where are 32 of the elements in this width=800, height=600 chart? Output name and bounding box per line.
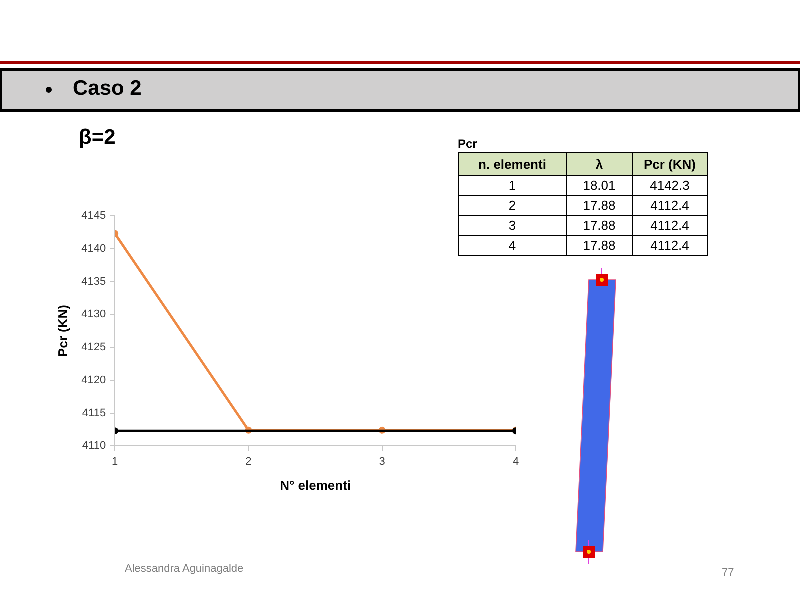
y-tick-label: 4115	[82, 407, 106, 420]
x-tick-label: λ	[566, 152, 632, 176]
y-tick-label: 4135	[82, 276, 106, 288]
y-tick-label: 4125	[82, 342, 106, 354]
x-tick-label: 1	[112, 456, 118, 468]
data-label: 4112.4	[632, 236, 708, 256]
y-tick-label: 4140	[82, 242, 106, 255]
x-axis-title: N° elementi	[280, 478, 352, 493]
text: 77	[722, 566, 734, 580]
y-tick-label: 2	[458, 196, 566, 216]
y-tick-label: 4145	[82, 210, 106, 222]
data-label: 17.88	[566, 216, 632, 236]
y-tick-label: 1	[458, 176, 566, 196]
y-tick-label: 3	[458, 216, 566, 236]
data-label: 4112.4	[632, 216, 708, 236]
data-label: 17.88	[566, 236, 632, 256]
data-label: 17.88	[566, 196, 632, 216]
y-tick-label: 4110	[82, 440, 106, 452]
chart-title: Caso 2	[73, 76, 142, 102]
y-axis-title: Pcr (KN)	[55, 305, 70, 358]
x-tick-label: 2	[246, 456, 252, 468]
y-tick-label: 4130	[82, 308, 106, 321]
data-label: 18.01	[566, 176, 632, 196]
chart-subtitle: β=2	[79, 125, 116, 151]
text: Alessandra Aguinagalde	[125, 562, 244, 576]
x-tick-label: 3	[379, 456, 386, 468]
y-tick-label: 4	[458, 236, 566, 256]
text: Pcr	[458, 136, 478, 152]
data-label: 4142.3	[632, 176, 708, 196]
data-label: 4112.4	[632, 196, 708, 216]
y-axis-title: n. elementi	[458, 152, 566, 176]
y-tick-label: 4120	[82, 374, 106, 386]
